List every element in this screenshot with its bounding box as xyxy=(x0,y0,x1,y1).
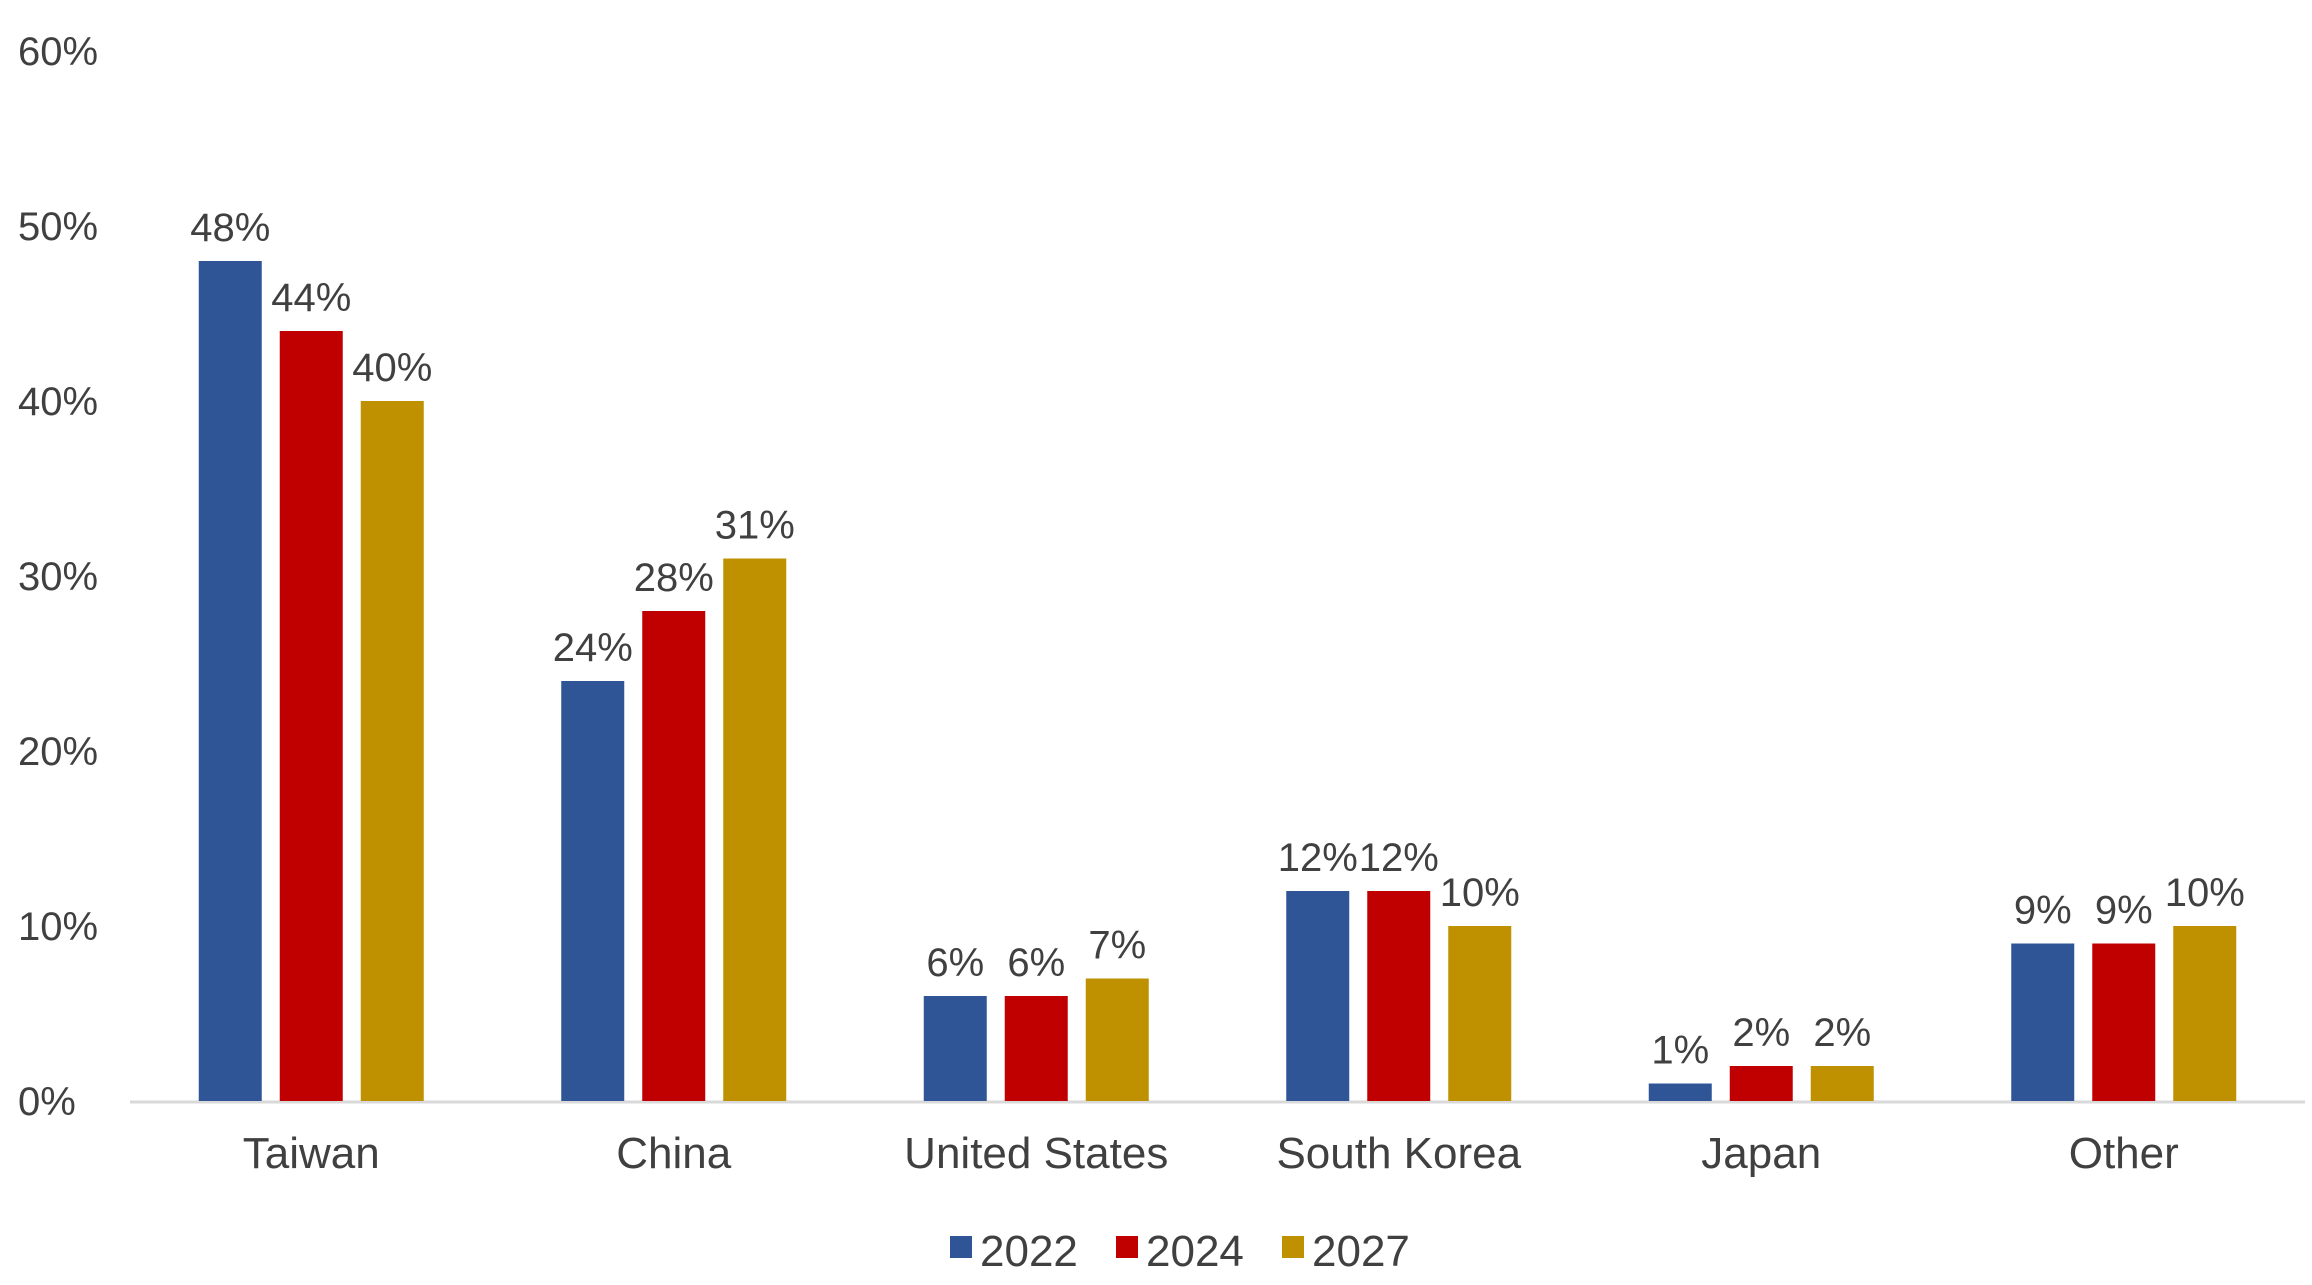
data-label: 28% xyxy=(634,556,714,600)
data-label: 48% xyxy=(190,206,270,250)
bar-2022-other xyxy=(2011,943,2075,1101)
data-label: 44% xyxy=(271,276,351,320)
bar-2027-other xyxy=(2173,926,2237,1101)
bar-2027-japan xyxy=(1810,1066,1874,1101)
bar-2027-china xyxy=(723,558,787,1101)
y-tick-label: 50% xyxy=(18,205,98,249)
data-label: 7% xyxy=(1088,924,1146,968)
y-tick-label: 20% xyxy=(18,730,98,774)
bar-2024-south-korea xyxy=(1367,891,1431,1101)
y-tick-label: 30% xyxy=(18,555,98,599)
data-labels-group: 48%44%40%24%28%31%6% 6% 7%12% 12%10%1% 2% 2%9… xyxy=(190,206,2245,1073)
x-axis-category-labels: Taiwan China United States South Korea Japan… xyxy=(243,1129,2179,1178)
x-category-label: Japan xyxy=(1701,1129,1821,1178)
bar-2027-united-states xyxy=(1085,978,1149,1101)
data-label: 2% xyxy=(1813,1011,1871,1055)
bar-2024-other xyxy=(2092,943,2156,1101)
legend-swatch xyxy=(1116,1236,1138,1258)
bar-2024-united-states xyxy=(1004,996,1068,1101)
legend-label: 2024 xyxy=(1146,1227,1244,1276)
y-tick-label: 10% xyxy=(18,905,98,949)
data-label: 9% xyxy=(2014,889,2072,933)
bar-2022-united-states xyxy=(923,996,987,1101)
data-label: 10% xyxy=(2165,871,2245,915)
bar-2024-china xyxy=(642,611,706,1101)
y-axis-tick-labels: 0% 10% 20% 30% 40% 50% 60% xyxy=(18,30,98,1124)
y-tick-label: 60% xyxy=(18,30,98,74)
x-category-label: China xyxy=(616,1129,731,1178)
data-label: 1% xyxy=(1651,1029,1709,1073)
data-label: 2% xyxy=(1732,1011,1790,1055)
data-label: 12% xyxy=(1278,836,1358,880)
data-label: 10% xyxy=(1440,871,1520,915)
bar-2027-south-korea xyxy=(1448,926,1512,1101)
x-category-label: Other xyxy=(2069,1129,2179,1178)
y-tick-label: 0% xyxy=(18,1080,76,1124)
bars-group xyxy=(198,261,2237,1101)
data-label: 40% xyxy=(352,346,432,390)
data-label: 6% xyxy=(926,941,984,985)
legend: 2022 2024 2027 xyxy=(950,1227,1410,1276)
x-category-label: United States xyxy=(904,1129,1168,1178)
data-label: 24% xyxy=(553,626,633,670)
y-tick-label: 40% xyxy=(18,380,98,424)
bar-2022-china xyxy=(561,681,625,1101)
legend-swatch xyxy=(950,1236,972,1258)
data-label: 9% xyxy=(2095,889,2153,933)
bar-2022-japan xyxy=(1648,1083,1712,1101)
legend-label: 2022 xyxy=(980,1227,1078,1276)
bar-2024-japan xyxy=(1729,1066,1793,1101)
data-label: 6% xyxy=(1007,941,1065,985)
bar-2022-south-korea xyxy=(1286,891,1350,1101)
legend-swatch xyxy=(1282,1236,1304,1258)
legend-label: 2027 xyxy=(1312,1227,1410,1276)
x-category-label: South Korea xyxy=(1276,1129,1521,1178)
bar-2022-taiwan xyxy=(198,261,262,1101)
data-label: 31% xyxy=(715,504,795,548)
x-category-label: Taiwan xyxy=(243,1129,380,1178)
bar-2024-taiwan xyxy=(279,331,343,1101)
bar-2027-taiwan xyxy=(360,401,424,1101)
data-label: 12% xyxy=(1359,836,1439,880)
